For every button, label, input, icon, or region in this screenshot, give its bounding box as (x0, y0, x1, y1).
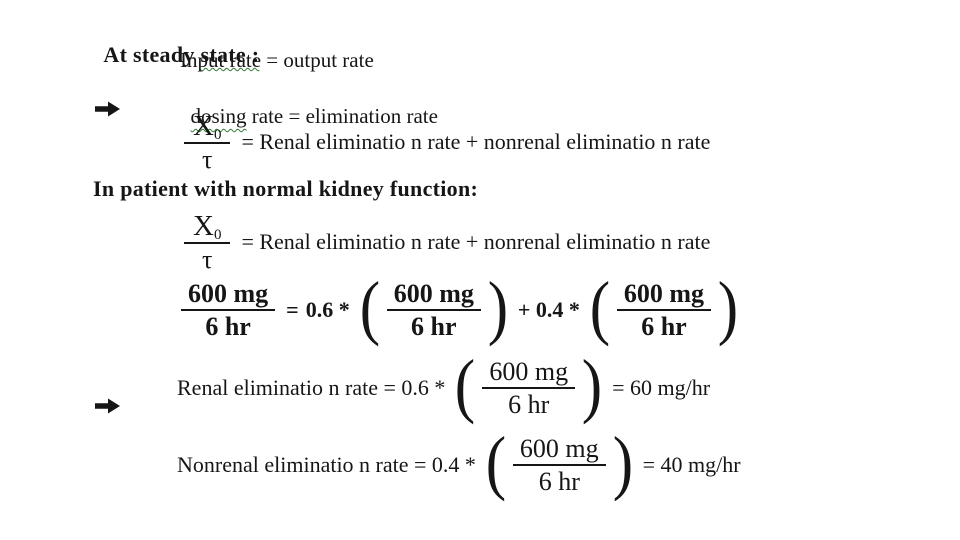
renal-equation-result: = 60 mg/hr (612, 375, 711, 400)
dose-fraction: 600 mg 6 hr (386, 279, 481, 341)
nonrenal-equation-lead: Nonrenal eliminatio n rate = 0.4 * (177, 452, 476, 477)
fraction-denominator: 6 hr (205, 312, 251, 341)
open-paren: ( (359, 267, 380, 347)
heading-plain-text: At steady (103, 42, 201, 67)
nonrenal-equation-result: = 40 mg/hr (642, 452, 741, 477)
fraction-denominator: 6 hr (508, 390, 550, 419)
close-paren: ) (612, 422, 633, 502)
fraction-denominator: τ (202, 145, 213, 175)
fraction-numerator: 600 mg (482, 357, 576, 389)
fraction-numerator: 600 mg (616, 279, 712, 311)
fraction-denominator: 6 hr (538, 467, 580, 496)
dose-fraction: 600 mg 6 hr (512, 434, 606, 496)
open-paren: ( (455, 345, 476, 425)
balance-equation-1: X0 τ = Renal eliminatio n rate + nonrena… (180, 110, 717, 175)
renal-rate-equation: Renal eliminatio n rate = 0.6 * ( 600 mg… (177, 345, 717, 425)
dose-fraction: 600 mg 6 hr (181, 279, 276, 341)
renal-equation-lead: Renal eliminatio n rate = 0.6 * (177, 375, 446, 400)
open-paren: ( (485, 422, 507, 502)
kidney-function-heading: In patient with normal kidney function: (93, 176, 479, 201)
dosing-line: dosing rate = elimination rate (180, 79, 438, 129)
dose-fraction: 600 mg 6 hr (616, 279, 712, 341)
arrow-icon (86, 379, 121, 420)
close-paren: ) (581, 345, 603, 425)
balance-equation-2: X0 τ = Renal eliminatio n rate + nonrena… (180, 210, 717, 275)
balance-rhs-text: = Renal eliminatio n rate + nonrenal eli… (241, 129, 711, 154)
x-subscript: 0 (213, 126, 222, 143)
nonrenal-rate-equation: Nonrenal eliminatio n rate = 0.4 * ( 600… (177, 422, 748, 502)
x-subscript: 0 (213, 226, 222, 243)
fraction-numerator: X0 (184, 210, 231, 245)
dose-fraction: 600 mg 6 hr (482, 357, 576, 419)
input-output-line: Input rate = output rate (180, 48, 374, 72)
close-paren: ) (487, 267, 509, 347)
renal-coefficient: 0.6 * (305, 297, 350, 322)
fraction-numerator: 600 mg (181, 279, 276, 311)
arrow-icon (86, 82, 121, 123)
fraction-numerator: X0 (184, 110, 231, 145)
fraction-denominator: 6 hr (411, 312, 457, 341)
fraction-numerator: 600 mg (512, 434, 606, 466)
fraction-denominator: 6 hr (641, 312, 687, 341)
heading-wavy-text: state : (200, 42, 260, 67)
equals-sign: = (286, 297, 299, 322)
nonrenal-coefficient: + 0.4 * (517, 297, 580, 322)
numeric-balance-equation: 600 mg 6 hr = 0.6 * ( 600 mg 6 hr ) + 0.… (177, 267, 741, 347)
steady-state-heading: At steady state : (93, 16, 259, 68)
x-over-tau-fraction: X0 τ (184, 210, 231, 275)
x-over-tau-fraction: X0 τ (184, 110, 231, 175)
open-paren: ( (589, 267, 611, 347)
dosing-wavy-text: dosing (190, 104, 247, 128)
balance-rhs-text: = Renal eliminatio n rate + nonrenal eli… (241, 229, 711, 254)
fraction-denominator: τ (202, 245, 213, 275)
dosing-rest-text: rate = elimination rate (246, 104, 438, 128)
close-paren: ) (717, 267, 739, 347)
fraction-numerator: 600 mg (386, 279, 481, 311)
